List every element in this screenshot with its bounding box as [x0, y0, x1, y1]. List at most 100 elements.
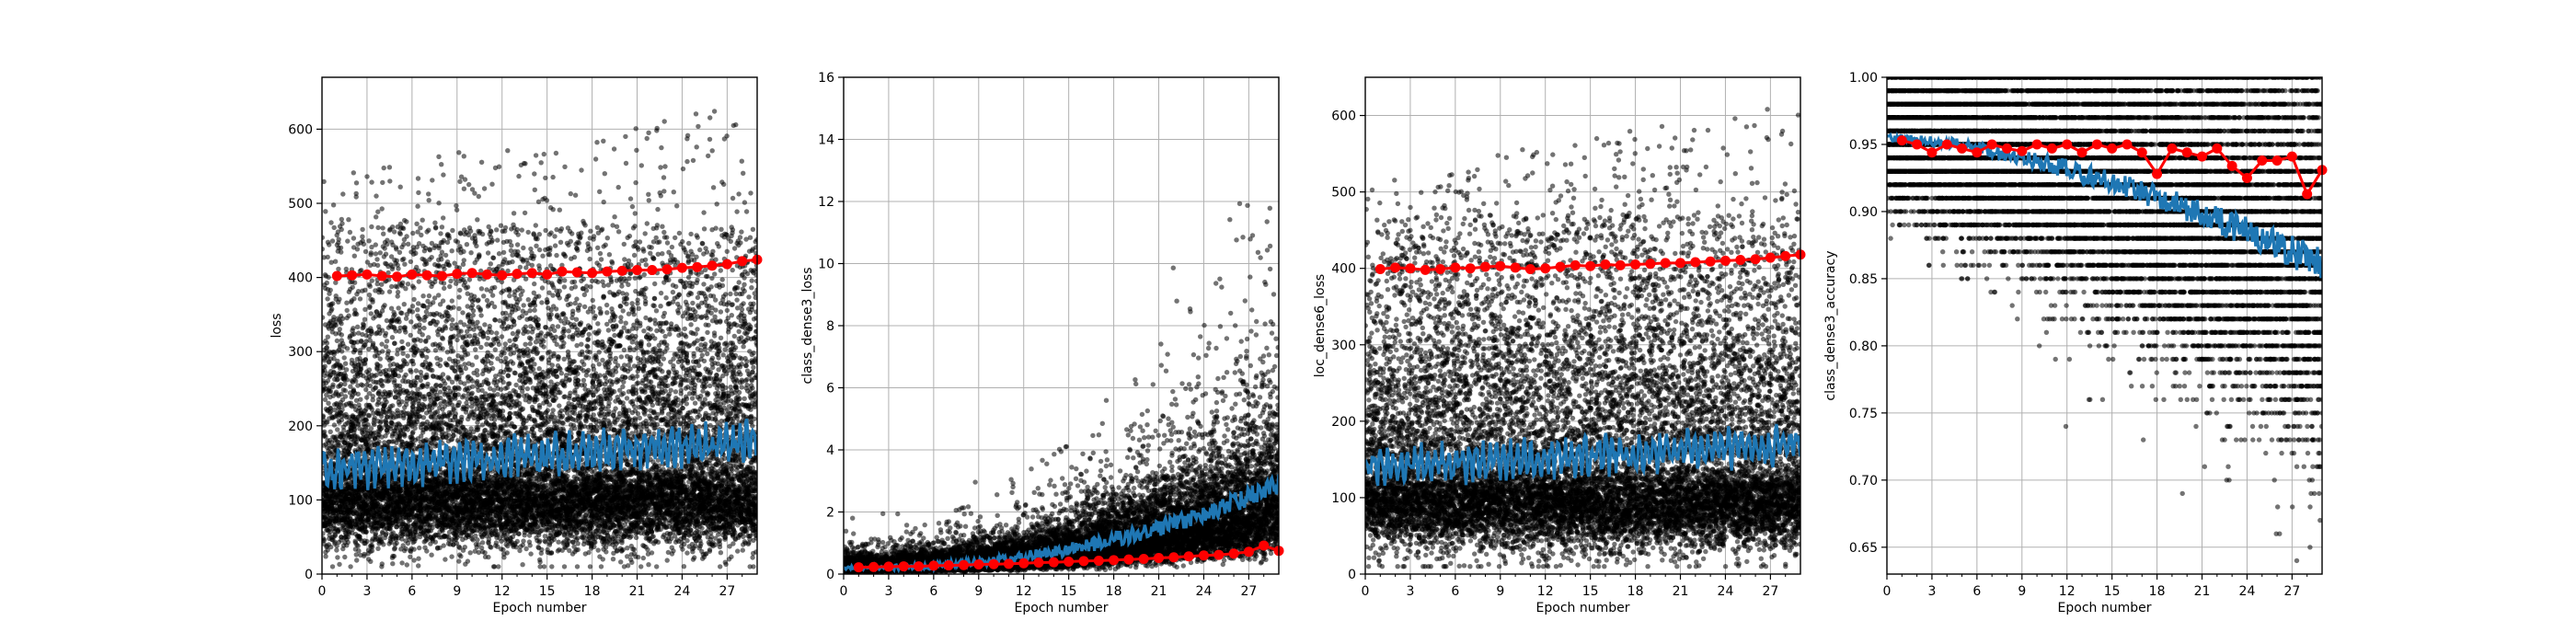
batch-point	[379, 341, 385, 347]
batch-point	[396, 305, 401, 311]
batch-point	[342, 381, 348, 387]
batch-point	[432, 539, 438, 545]
batch-point	[476, 297, 481, 303]
batch-point	[397, 184, 403, 190]
batch-point	[370, 544, 375, 550]
batch-point	[426, 227, 431, 233]
batch-point	[392, 312, 397, 317]
batch-point	[449, 298, 454, 304]
batch-point	[432, 402, 438, 408]
batch-point	[379, 290, 385, 295]
batch-point	[462, 362, 467, 367]
batch-point	[339, 216, 344, 223]
batch-point	[408, 319, 414, 325]
batch-point	[404, 234, 409, 239]
batch-point	[345, 539, 351, 546]
batch-point	[461, 154, 466, 159]
batch-point	[327, 242, 332, 247]
batch-point	[467, 550, 473, 556]
batch-point	[450, 227, 455, 234]
batch-point	[460, 310, 466, 316]
batch-point	[390, 561, 396, 567]
batch-point	[440, 298, 446, 304]
batch-point	[440, 336, 446, 341]
batch-point	[437, 362, 443, 369]
batch-point	[362, 316, 368, 322]
batch-point	[325, 296, 330, 302]
batch-point	[469, 390, 475, 396]
batch-point	[424, 548, 430, 554]
batch-point	[400, 280, 406, 285]
batch-point	[483, 437, 489, 443]
batch-point	[443, 252, 449, 259]
batch-point	[351, 427, 358, 433]
batch-point	[440, 346, 445, 351]
batch-point	[322, 235, 325, 240]
batch-point	[355, 391, 361, 397]
batch-point	[348, 564, 353, 569]
batch-point	[399, 310, 405, 316]
batch-point	[340, 191, 346, 197]
batch-point	[426, 198, 431, 203]
batch-point	[439, 224, 445, 230]
batch-point	[439, 257, 444, 262]
batch-point	[389, 420, 395, 426]
batch-point	[455, 359, 461, 364]
batch-point	[344, 307, 350, 314]
batch-point	[443, 557, 448, 562]
batch-point	[437, 389, 443, 395]
batch-point	[368, 311, 374, 316]
batch-point	[328, 544, 334, 550]
batch-point	[418, 338, 423, 343]
batch-point	[341, 355, 347, 361]
batch-point	[395, 351, 400, 357]
batch-point	[342, 394, 349, 399]
batch-point	[420, 415, 427, 420]
batch-point	[413, 250, 419, 256]
batch-point	[325, 378, 331, 384]
batch-point	[361, 241, 367, 247]
batch-point	[418, 225, 423, 231]
batch-point	[397, 249, 403, 255]
batch-point	[457, 178, 463, 184]
batch-point	[434, 319, 440, 325]
batch-point	[337, 327, 342, 332]
batch-point	[334, 547, 339, 553]
batch-point	[466, 181, 472, 188]
batch-point	[370, 394, 375, 399]
batch-point	[356, 548, 362, 554]
batch-point	[391, 553, 397, 559]
batch-point	[420, 217, 425, 223]
batch-point	[322, 315, 326, 320]
batch-point	[478, 159, 485, 165]
batch-point	[362, 306, 368, 312]
batch-point	[436, 201, 442, 206]
batch-point	[456, 305, 462, 312]
batch-point	[416, 279, 421, 284]
batch-point	[332, 259, 339, 264]
batch-point	[451, 333, 456, 339]
batch-point	[416, 556, 421, 561]
batch-point	[367, 304, 373, 309]
batch-point	[441, 172, 446, 178]
batch-point	[429, 552, 434, 558]
batch-point	[442, 285, 447, 292]
batch-point	[442, 266, 447, 272]
batch-point	[363, 418, 369, 423]
batch-point	[449, 316, 455, 323]
batch-point	[481, 293, 487, 299]
batch-point	[413, 380, 419, 385]
batch-point	[454, 202, 459, 209]
batch-point	[408, 332, 413, 339]
batch-point	[389, 335, 396, 340]
batch-point	[468, 250, 474, 256]
batch-point	[383, 251, 389, 257]
batch-point	[330, 202, 337, 208]
batch-point	[379, 413, 385, 420]
batch-point	[362, 357, 369, 362]
batch-point	[415, 203, 420, 209]
batch-point	[451, 432, 456, 438]
batch-point	[334, 338, 340, 344]
batch-point	[358, 366, 363, 373]
batch-point	[475, 537, 480, 543]
